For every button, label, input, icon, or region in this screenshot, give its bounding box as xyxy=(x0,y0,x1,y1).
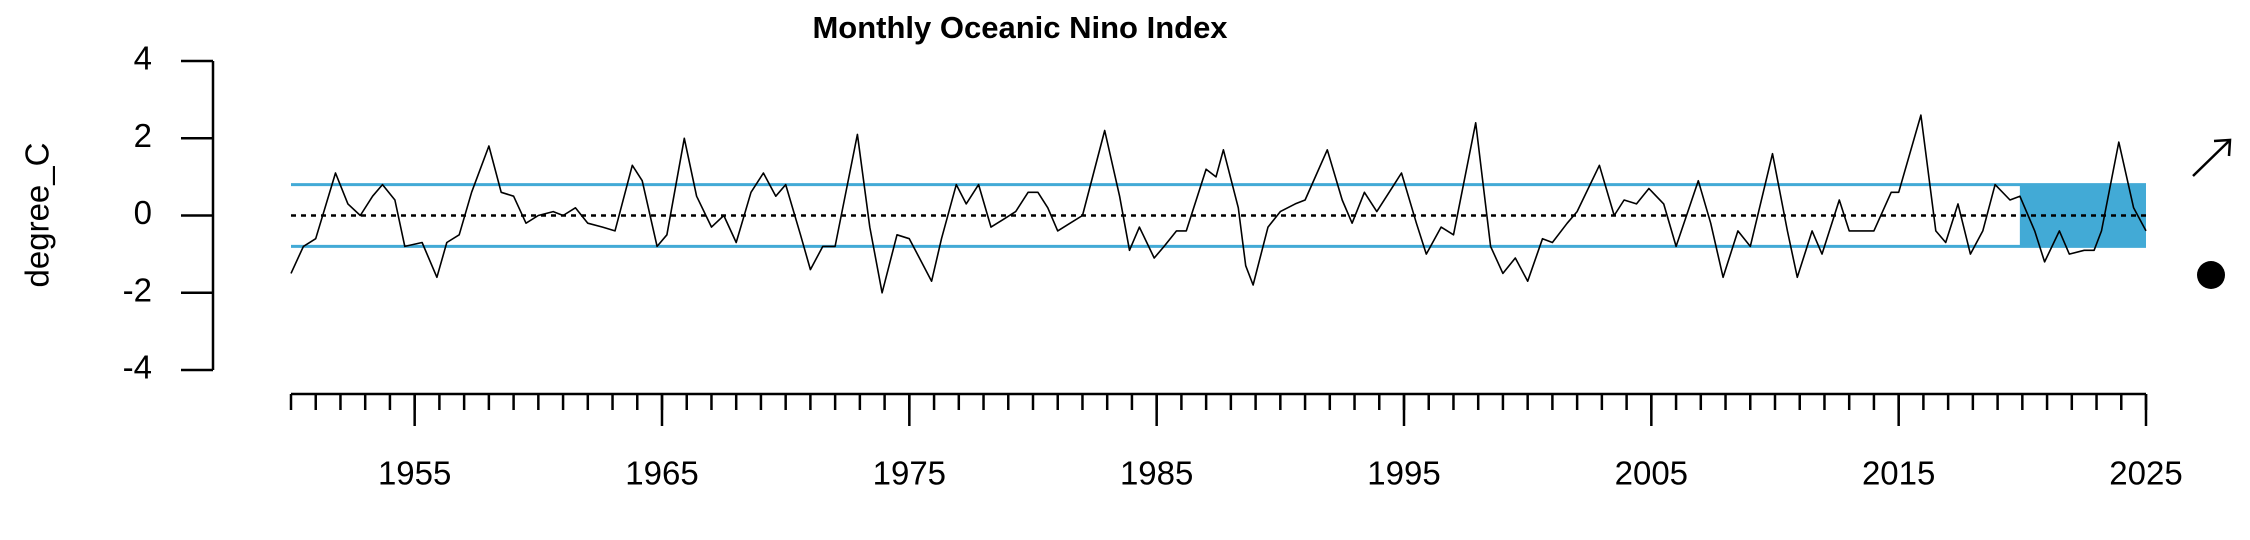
x-tick-label: 2025 xyxy=(2109,455,2182,492)
chart-title: Monthly Oceanic Nino Index xyxy=(812,10,1228,45)
y-tick-label: 0 xyxy=(134,194,152,231)
x-tick-label: 1965 xyxy=(625,455,698,492)
y-tick-label: 2 xyxy=(134,117,152,154)
x-tick-label: 1995 xyxy=(1367,455,1440,492)
index-line xyxy=(290,114,2147,294)
y-tick-label: -4 xyxy=(123,349,152,386)
x-tick-label: 2005 xyxy=(1615,455,1688,492)
x-tick-label: 1985 xyxy=(1120,455,1193,492)
x-tick-label: 1975 xyxy=(873,455,946,492)
status-dot-icon xyxy=(2197,261,2225,289)
trend-arrow-icon xyxy=(2192,138,2232,177)
y-tick-label: -2 xyxy=(123,271,152,308)
y-tick-label: 4 xyxy=(134,40,152,77)
y-axis-label: degree_C xyxy=(19,143,56,288)
x-tick-label: 1955 xyxy=(378,455,451,492)
x-tick-label: 2015 xyxy=(1862,455,1935,492)
